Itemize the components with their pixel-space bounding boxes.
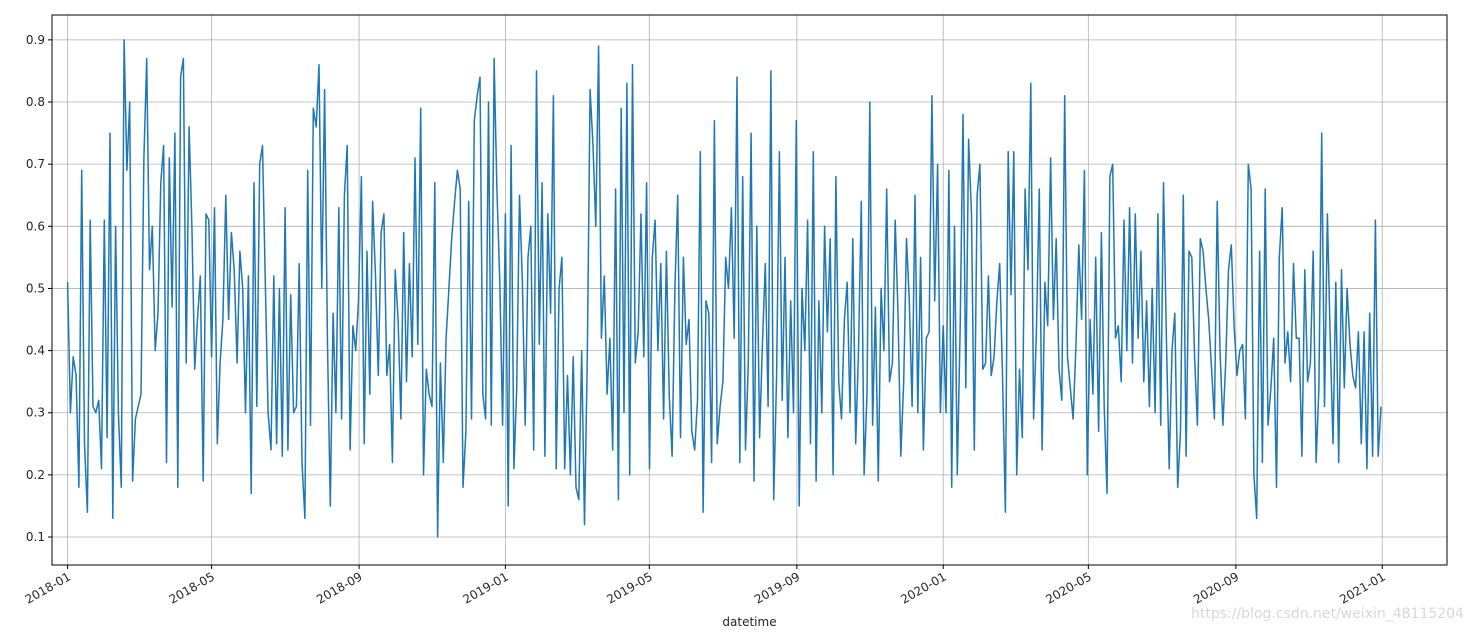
x-tick-label: 2020-09 bbox=[1191, 569, 1241, 606]
x-tick-label: 2019-05 bbox=[604, 569, 654, 606]
y-axis: 0.1 0.2 0.3 0.4 0.5 0.6 0.7 0.8 0.9 bbox=[26, 33, 52, 544]
x-tick-label: 2020-05 bbox=[1043, 569, 1093, 606]
y-tick-label: 0.2 bbox=[26, 468, 45, 482]
x-tick-label: 2018-05 bbox=[167, 569, 217, 606]
y-tick-label: 0.9 bbox=[26, 33, 45, 47]
series-line-group bbox=[66, 39, 1382, 538]
y-tick-label: 0.6 bbox=[26, 219, 45, 233]
x-axis: 2018-01 2018-05 2018-09 2019-01 2019-05 2019-… bbox=[23, 565, 1388, 607]
y-tick-label: 0.5 bbox=[26, 281, 45, 295]
watermark: https://blog.csdn.net/weixin_48115204 bbox=[1190, 606, 1464, 622]
y-tick-label: 0.8 bbox=[26, 95, 45, 109]
x-axis-label: datetime bbox=[722, 615, 776, 629]
x-tick-label: 2018-09 bbox=[314, 569, 364, 606]
series-line bbox=[66, 39, 1382, 538]
y-tick-label: 0.1 bbox=[26, 530, 45, 544]
y-tick-label: 0.3 bbox=[26, 406, 45, 420]
plot-frame bbox=[51, 14, 1448, 566]
x-tick-label: 2019-09 bbox=[752, 569, 802, 606]
y-tick-label: 0.4 bbox=[26, 344, 45, 358]
x-tick-label: 2019-01 bbox=[460, 569, 510, 606]
x-tick-label: 2018-01 bbox=[23, 569, 73, 606]
x-tick-label: 2020-01 bbox=[898, 569, 948, 606]
y-tick-label: 0.7 bbox=[26, 157, 45, 171]
x-tick-label: 2021-01 bbox=[1337, 569, 1387, 606]
